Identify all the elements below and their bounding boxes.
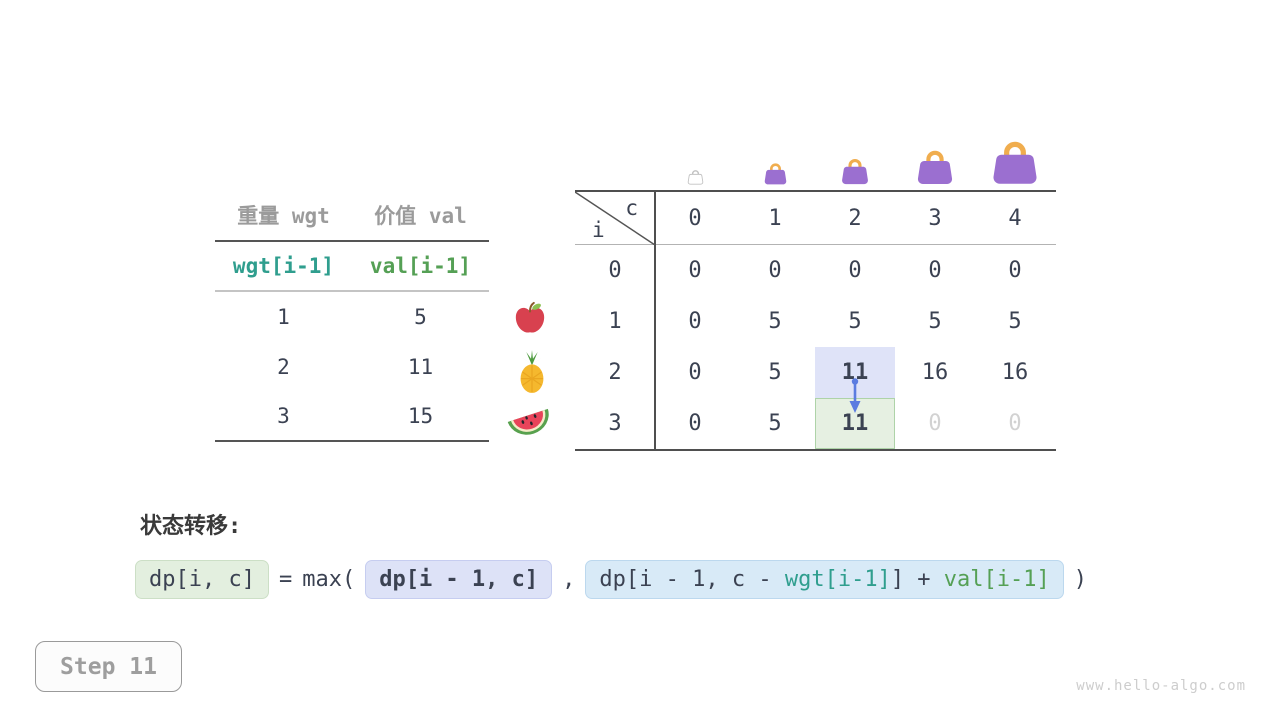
- dp-cell-dimmed: 0: [928, 411, 942, 436]
- formula-close-paren: ): [1073, 567, 1088, 592]
- item-value: 5: [414, 305, 427, 329]
- col-header: 1: [768, 205, 782, 231]
- state-transition-heading: 状态转移:: [140, 514, 242, 539]
- formula-arg2-val: val[i-1]: [943, 567, 1050, 592]
- row-label: 1: [608, 309, 622, 334]
- dp-cell: 5: [768, 411, 782, 436]
- formula-arg1: dp[i - 1, c]: [365, 560, 553, 599]
- item-value: 11: [407, 355, 434, 379]
- item-weight: 3: [277, 404, 290, 428]
- dp-corner-cell: c i: [575, 192, 655, 245]
- dp-cell: 5: [768, 360, 782, 385]
- col-header: 2: [848, 205, 862, 231]
- dp-cell-source-highlight: 11: [815, 347, 895, 398]
- dp-cell: 0: [688, 258, 702, 283]
- item-weight: 1: [277, 305, 290, 329]
- dp-cell: 16: [921, 360, 949, 385]
- wgt-var-label: wgt[i-1]: [232, 254, 335, 278]
- row-label: 2: [608, 360, 622, 385]
- dp-table-header-row: c i 0 1 2 3 4: [575, 192, 1056, 245]
- formula-arg2-plus: ] +: [890, 567, 944, 592]
- corner-col-var: c: [625, 196, 638, 220]
- dp-cell: 0: [768, 258, 782, 283]
- corner-row-var: i: [592, 218, 605, 242]
- dp-cell: 5: [928, 309, 942, 334]
- formula-arg2-prefix: dp[i - 1, c -: [599, 567, 785, 592]
- formula-lhs: dp[i, c]: [135, 560, 269, 599]
- dp-cell: 0: [928, 258, 942, 283]
- corner-diagonal-line: [575, 192, 655, 245]
- dp-row-0: 0 0 0 0 0 0: [575, 245, 1056, 296]
- item-row-pineapple: 2 11: [215, 342, 489, 392]
- item-row-apple: 1 5: [215, 292, 489, 342]
- watermelon-icon: [506, 401, 552, 445]
- handbag-icon: [735, 161, 815, 185]
- transition-arrow-icon: [847, 377, 863, 419]
- empty-bag-icon: [655, 168, 735, 185]
- formula-equals: =: [278, 567, 293, 592]
- item-weight: 2: [277, 355, 290, 379]
- dp-row-1: 1 0 5 5 5 5: [575, 296, 1056, 347]
- item-row-watermelon: 3 15: [215, 392, 489, 442]
- step-badge: Step 11: [35, 641, 182, 692]
- col-header: 4: [1008, 205, 1022, 231]
- dp-cell-dimmed: 0: [1008, 411, 1022, 436]
- apple-icon: [513, 301, 547, 341]
- value-column-header: 价值 val: [374, 204, 467, 228]
- dp-cell: 0: [1008, 258, 1022, 283]
- handbag-icon: [815, 156, 895, 185]
- val-var-label: val[i-1]: [369, 254, 472, 278]
- formula-arg2: dp[i - 1, c - wgt[i-1]] + val[i-1]: [585, 560, 1064, 599]
- formula-comma: ,: [562, 567, 576, 592]
- formula-max-open: max(: [302, 567, 356, 592]
- col-header: 3: [928, 205, 942, 231]
- dp-row-2: 2 0 5 11 16 16: [575, 347, 1056, 398]
- dp-cell: 0: [688, 360, 702, 385]
- dp-table-vertical-divider: [654, 192, 656, 449]
- site-watermark: www.hello-algo.com: [1076, 678, 1246, 694]
- pineapple-icon: [513, 349, 551, 399]
- items-table-header: 重量 wgt 价值 val: [215, 190, 489, 242]
- capacity-bags-row: [655, 130, 1055, 185]
- dp-cell: 5: [1008, 309, 1022, 334]
- dp-cell: 5: [768, 309, 782, 334]
- dp-cell: 0: [848, 258, 862, 283]
- items-table-var-row: wgt[i-1] val[i-1]: [215, 242, 489, 292]
- row-label: 0: [608, 258, 622, 283]
- row-label: 3: [608, 411, 622, 436]
- dp-cell: 0: [688, 309, 702, 334]
- formula-arg2-wgt: wgt[i-1]: [784, 567, 891, 592]
- item-value: 15: [407, 404, 434, 428]
- items-table: 重量 wgt 价值 val wgt[i-1] val[i-1] 1 5 2 11…: [215, 190, 489, 442]
- col-header: 0: [688, 205, 702, 231]
- dp-table: c i 0 1 2 3 4 0 0 0 0 0 0 1 0 5 5 5 5 2: [575, 190, 1056, 451]
- dp-cell: 5: [848, 309, 862, 334]
- transition-formula: dp[i, c] = max( dp[i - 1, c] , dp[i - 1,…: [135, 560, 1087, 599]
- dp-cell: 0: [688, 411, 702, 436]
- handbag-icon: [895, 147, 975, 185]
- handbag-icon: [975, 137, 1055, 185]
- dp-row-3: 3 0 5 11 0 0: [575, 398, 1056, 449]
- dp-cell: 16: [1001, 360, 1029, 385]
- weight-column-header: 重量 wgt: [237, 204, 330, 228]
